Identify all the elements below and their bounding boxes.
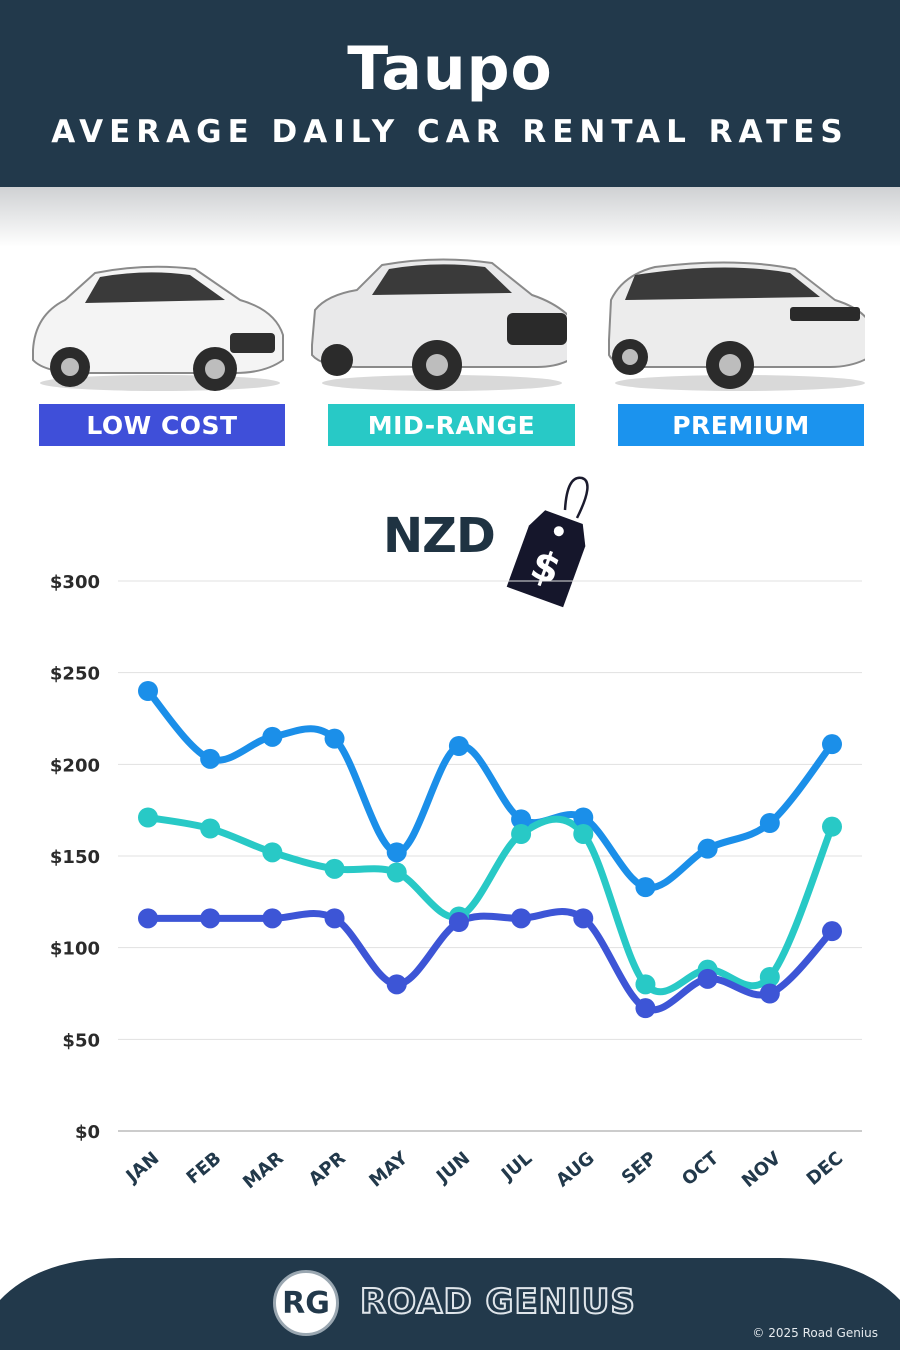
x-tick-label: MAY — [365, 1147, 412, 1191]
series-line — [144, 687, 836, 892]
data-point — [200, 818, 221, 839]
x-tick-label: OCT — [678, 1147, 723, 1190]
data-point — [324, 858, 345, 879]
badge-premium: PREMIUM — [618, 404, 864, 446]
x-tick-label: JAN — [121, 1148, 163, 1188]
x-tick-label: DEC — [803, 1148, 847, 1190]
copyright: © 2025 Road Genius — [752, 1326, 878, 1340]
y-tick-label: $200 — [50, 755, 100, 776]
data-point — [822, 734, 842, 755]
footer-band — [0, 1258, 900, 1350]
y-tick-label: $0 — [75, 1122, 100, 1143]
y-tick-label: $50 — [62, 1030, 100, 1051]
data-point — [324, 908, 345, 929]
data-point — [822, 816, 842, 837]
data-point — [511, 908, 532, 929]
line-chart: $0 $50 $100 $150 $200 $250 $300 JAN FEB MAR APR MA… — [50, 572, 862, 1194]
price-tag-icon: $ — [506, 476, 589, 608]
x-tick-label: AUG — [552, 1148, 598, 1192]
series-line — [144, 908, 836, 1014]
data-point — [635, 877, 656, 898]
page-title: Taupo — [347, 34, 553, 104]
badge-mid-range: MID-RANGE — [328, 404, 575, 446]
data-point — [262, 908, 283, 929]
x-tick-label: MAR — [239, 1148, 288, 1194]
currency-label: NZD — [383, 508, 496, 564]
x-tick-label: JUN — [431, 1148, 474, 1189]
data-point — [822, 921, 842, 942]
data-point — [759, 983, 780, 1004]
road-genius-logo-icon: RG — [273, 1270, 339, 1336]
data-point — [138, 807, 158, 828]
x-tick-label: JUL — [496, 1148, 536, 1186]
x-tick-label: FEB — [183, 1148, 226, 1189]
data-point — [697, 838, 718, 859]
data-point — [573, 908, 594, 929]
data-point — [448, 736, 469, 756]
y-tick-label: $150 — [50, 847, 100, 868]
data-point — [386, 842, 407, 863]
brand-name: ROAD GENIUS — [359, 1281, 636, 1323]
data-point — [635, 998, 656, 1019]
data-point — [200, 908, 221, 929]
data-point — [573, 824, 594, 844]
y-tick-label: $300 — [50, 572, 100, 593]
data-point — [697, 968, 718, 989]
badge-low-cost: LOW COST — [39, 404, 285, 446]
data-point — [511, 809, 532, 830]
data-point — [138, 908, 158, 929]
data-point — [448, 912, 469, 932]
data-point — [200, 748, 221, 769]
header-shadow — [0, 187, 900, 247]
data-point — [759, 813, 780, 833]
data-point — [386, 862, 407, 883]
x-tick-label: NOV — [738, 1148, 785, 1192]
premium-suv-car-icon — [608, 261, 865, 391]
suv-car-icon — [311, 258, 567, 391]
y-tick-label: $250 — [50, 664, 100, 685]
hatchback-car-icon — [32, 265, 284, 391]
data-point — [138, 681, 158, 701]
data-point — [324, 728, 345, 749]
data-point — [635, 974, 656, 995]
x-tick-label: SEP — [618, 1148, 661, 1189]
header: Taupo AVERAGE DAILY CAR RENTAL RATES — [0, 0, 900, 187]
data-point — [759, 967, 780, 987]
data-point — [573, 807, 594, 828]
page-subtitle: AVERAGE DAILY CAR RENTAL RATES — [51, 114, 849, 150]
y-tick-label: $100 — [50, 939, 100, 960]
x-tick-label: APR — [305, 1148, 350, 1191]
data-point — [511, 824, 532, 844]
data-point — [262, 842, 283, 863]
data-point — [386, 974, 407, 995]
data-point — [262, 726, 283, 747]
